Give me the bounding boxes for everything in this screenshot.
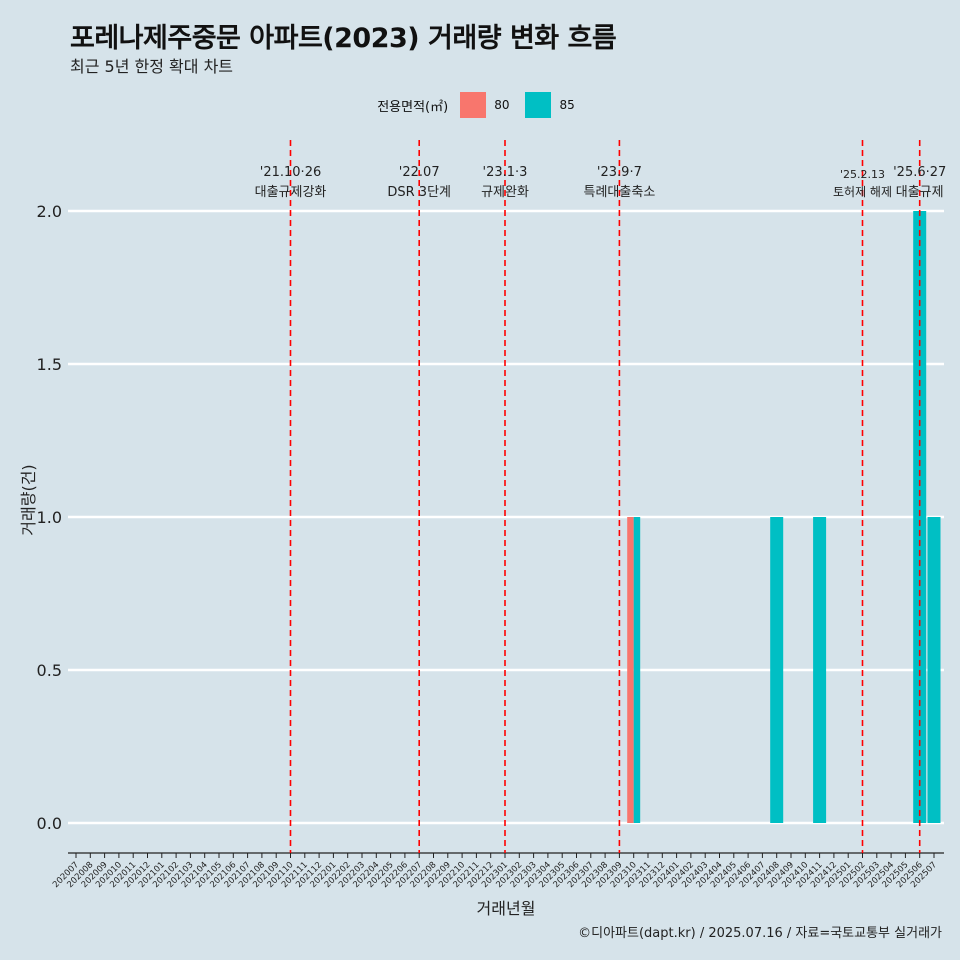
- y-tick-label: 0.0: [37, 814, 62, 833]
- event-label: 특례대출축소: [584, 185, 656, 200]
- event-label: 대출규제: [896, 185, 944, 200]
- chart-title: 포레나제주중문 아파트(2023) 거래량 변화 흐름: [70, 23, 617, 54]
- bar-85-202408: [770, 517, 784, 823]
- y-tick-label: 2.0: [37, 202, 62, 221]
- bar-85-202506: [913, 211, 927, 823]
- bar-85-202507: [927, 517, 941, 823]
- event-label: DSR 3단계: [387, 185, 451, 200]
- y-tick-label: 1.5: [37, 355, 62, 374]
- bar-85-202310: [633, 517, 641, 823]
- legend-swatch-80: [460, 92, 487, 118]
- event-label: 규제완화: [481, 185, 529, 200]
- legend-title: 전용면적(㎡): [377, 99, 449, 115]
- event-date: '25.6·27: [893, 165, 946, 180]
- bar-85-202411: [813, 517, 827, 823]
- source-caption: ©디아파트(dapt.kr) / 2025.07.16 / 자료=국토교통부 실…: [578, 926, 942, 941]
- event-label: 토허제 해제: [833, 185, 892, 199]
- event-label: 대출규제강화: [255, 185, 327, 200]
- event-date: '22.07: [399, 165, 440, 180]
- event-date: '23.1·3: [483, 165, 528, 180]
- legend-label-80: 80: [494, 98, 510, 112]
- x-axis-title: 거래년월: [477, 899, 536, 918]
- chart-subtitle: 최근 5년 한정 확대 차트: [70, 57, 234, 76]
- legend: 전용면적(㎡) 80 85: [0, 92, 960, 118]
- bar-80-202310: [627, 517, 634, 823]
- event-date: '25.2.13: [840, 168, 885, 181]
- y-tick-label: 1.0: [37, 508, 62, 527]
- y-tick-label: 0.5: [37, 661, 62, 680]
- legend-label-85: 85: [559, 98, 575, 112]
- event-date: '21.10·26: [260, 165, 321, 180]
- event-date: '23.9·7: [597, 165, 642, 180]
- legend-swatch-85: [525, 92, 552, 118]
- y-axis-title: 거래량(건): [19, 464, 38, 535]
